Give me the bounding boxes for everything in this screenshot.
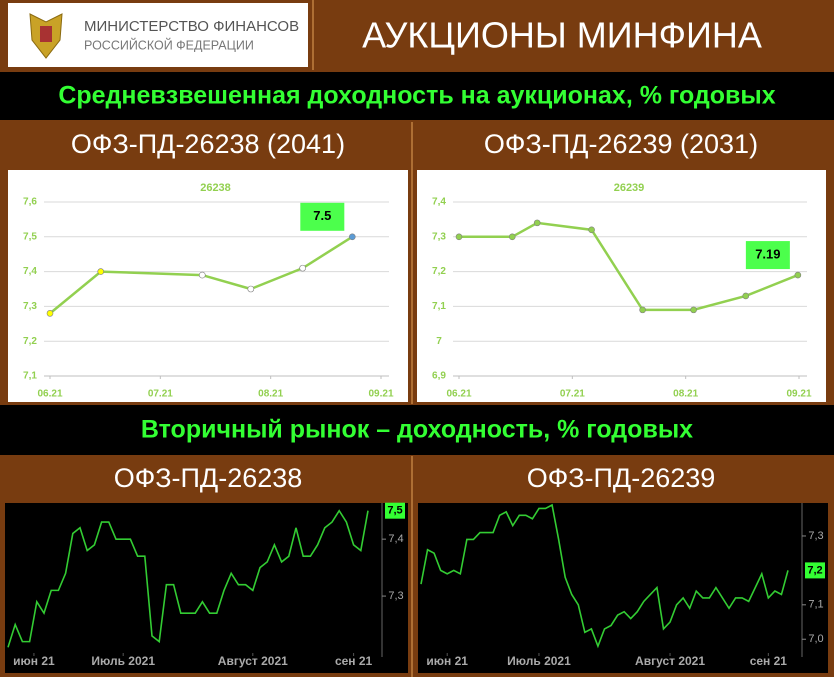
point xyxy=(508,233,516,241)
y-tick-label: 7,1 xyxy=(432,301,446,312)
x-tick-label: сен 21 xyxy=(750,654,788,668)
y-tick-label: 7,1 xyxy=(808,599,823,611)
y-tick-label: 7,3 xyxy=(808,530,823,542)
point xyxy=(299,264,306,272)
x-tick-label: сен 21 xyxy=(335,654,373,668)
y-tick-label: 7,6 xyxy=(23,197,37,208)
last-value-box xyxy=(385,502,405,519)
point xyxy=(742,292,750,300)
y-tick-label: 7,4 xyxy=(23,266,37,277)
y-tick-label: 7,3 xyxy=(432,231,446,242)
point xyxy=(198,271,206,279)
y-tick-label: 7,2 xyxy=(23,336,37,347)
chart-title: ОФЗ-ПД-26239 (2031) xyxy=(484,129,758,159)
logo-line1: МИНИСТЕРСТВО ФИНАНСОВ xyxy=(84,18,299,35)
banner: Вторичный рынок – доходность, % годовых xyxy=(141,416,693,444)
data-label: 7.19 xyxy=(755,247,780,262)
series-line xyxy=(7,509,369,648)
x-tick-label: Июль 2021 xyxy=(507,654,571,668)
chart-title: ОФЗ-ПД-26239 xyxy=(527,463,716,493)
point xyxy=(533,219,541,227)
last-value-label: 7,5 xyxy=(387,505,402,517)
chart-title: ОФЗ-ПД-26238 (2041) xyxy=(71,129,345,159)
point xyxy=(349,233,356,241)
series-name: 26239 xyxy=(614,182,645,194)
chart-title: ОФЗ-ПД-26238 xyxy=(114,463,303,493)
x-tick-label: 09.21 xyxy=(786,389,811,400)
x-tick-label: Июль 2021 xyxy=(91,654,155,668)
banner-background xyxy=(0,405,834,455)
banner: Средневзвешенная доходность на аукционах… xyxy=(58,82,775,110)
y-tick-label: 7,1 xyxy=(23,371,37,382)
y-tick-label: 7,2 xyxy=(432,266,446,277)
series-name: 26238 xyxy=(200,182,231,194)
y-tick-label: 7,3 xyxy=(388,590,403,602)
x-tick-label: 06.21 xyxy=(446,389,471,400)
point xyxy=(794,271,802,279)
x-tick-label: Август 2021 xyxy=(218,654,288,668)
x-tick-label: 09.21 xyxy=(368,389,393,400)
x-tick-label: июн 21 xyxy=(13,654,55,668)
plot-background xyxy=(417,170,826,402)
x-tick-label: 06.21 xyxy=(37,389,62,400)
last-value-box xyxy=(805,562,825,579)
y-tick-label: 7,4 xyxy=(388,533,403,545)
series-line xyxy=(49,235,353,315)
y-tick-label: 7,5 xyxy=(23,231,37,242)
page-title: АУКЦИОНЫ МИНФИНА xyxy=(362,15,762,56)
y-tick-label: 7,4 xyxy=(432,197,446,208)
x-tick-label: июн 21 xyxy=(426,654,468,668)
banner-background xyxy=(0,72,834,120)
point xyxy=(588,226,595,234)
y-tick-label: 7,0 xyxy=(808,633,823,645)
x-tick-label: Август 2021 xyxy=(635,654,705,668)
logo-line2: РОССИЙСКОЙ ФЕДЕРАЦИИ xyxy=(84,37,254,52)
last-value-label: 7,2 xyxy=(807,564,822,576)
point xyxy=(455,233,463,241)
data-label-box xyxy=(745,241,790,270)
point xyxy=(46,310,54,317)
data-label: 7.5 xyxy=(313,208,331,223)
point xyxy=(690,306,697,314)
x-tick-label: 07.21 xyxy=(148,389,173,400)
x-tick-label: 08.21 xyxy=(673,389,698,400)
data-label-box xyxy=(300,202,345,231)
x-tick-label: 08.21 xyxy=(258,389,283,400)
series-line xyxy=(420,503,789,649)
x-tick-label: 07.21 xyxy=(560,389,585,400)
point xyxy=(97,268,105,275)
y-tick-label: 6,9 xyxy=(432,371,446,382)
y-tick-label: 7 xyxy=(436,336,442,347)
series-line xyxy=(459,221,799,312)
y-tick-label: 7,3 xyxy=(23,301,37,312)
plot-background xyxy=(8,170,408,402)
point xyxy=(639,306,646,314)
plot-background xyxy=(5,503,408,673)
plot-background xyxy=(418,503,828,673)
logo-emblem xyxy=(29,13,63,59)
point xyxy=(247,285,255,293)
